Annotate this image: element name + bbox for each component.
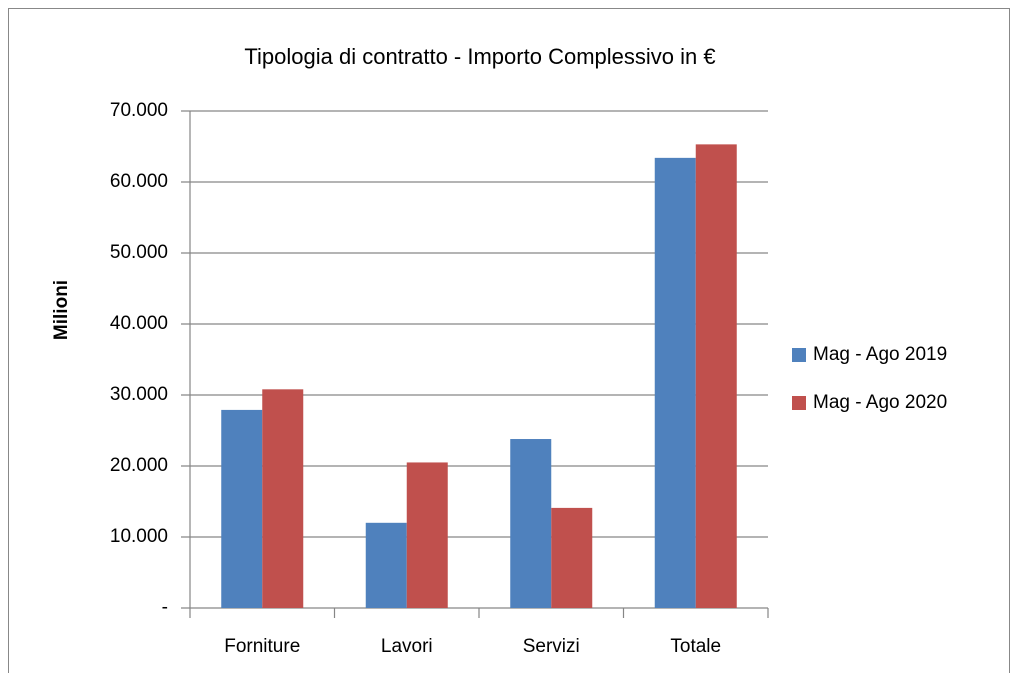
legend-swatch: [792, 396, 806, 410]
x-tick-label: Lavori: [381, 636, 433, 657]
y-tick-label: 40.000: [110, 313, 168, 334]
chart-title: Tipologia di contratto - Importo Comples…: [244, 44, 715, 69]
chart-frame: [8, 8, 1010, 673]
y-axis-label: Milioni: [51, 280, 72, 340]
bar: [551, 507, 593, 608]
bar: [654, 157, 696, 609]
y-tick-label: -: [162, 597, 168, 618]
y-tick-label: 60.000: [110, 171, 168, 192]
legend-swatch: [792, 348, 806, 362]
x-tick-label: Forniture: [224, 636, 300, 657]
x-tick-label: Totale: [670, 636, 721, 657]
y-tick-label: 70.000: [110, 100, 168, 121]
legend-label: Mag - Ago 2020: [813, 392, 947, 413]
bar: [406, 462, 448, 608]
y-tick-label: 30.000: [110, 384, 168, 405]
bar: [221, 409, 263, 608]
bar: [262, 389, 304, 608]
bar: [510, 439, 552, 608]
y-tick-label: 50.000: [110, 242, 168, 263]
bar: [695, 144, 737, 608]
bar: [365, 522, 407, 608]
y-tick-label: 20.000: [110, 455, 168, 476]
x-tick-label: Servizi: [523, 636, 580, 657]
y-tick-label: 10.000: [110, 526, 168, 547]
legend-label: Mag - Ago 2019: [813, 344, 947, 365]
